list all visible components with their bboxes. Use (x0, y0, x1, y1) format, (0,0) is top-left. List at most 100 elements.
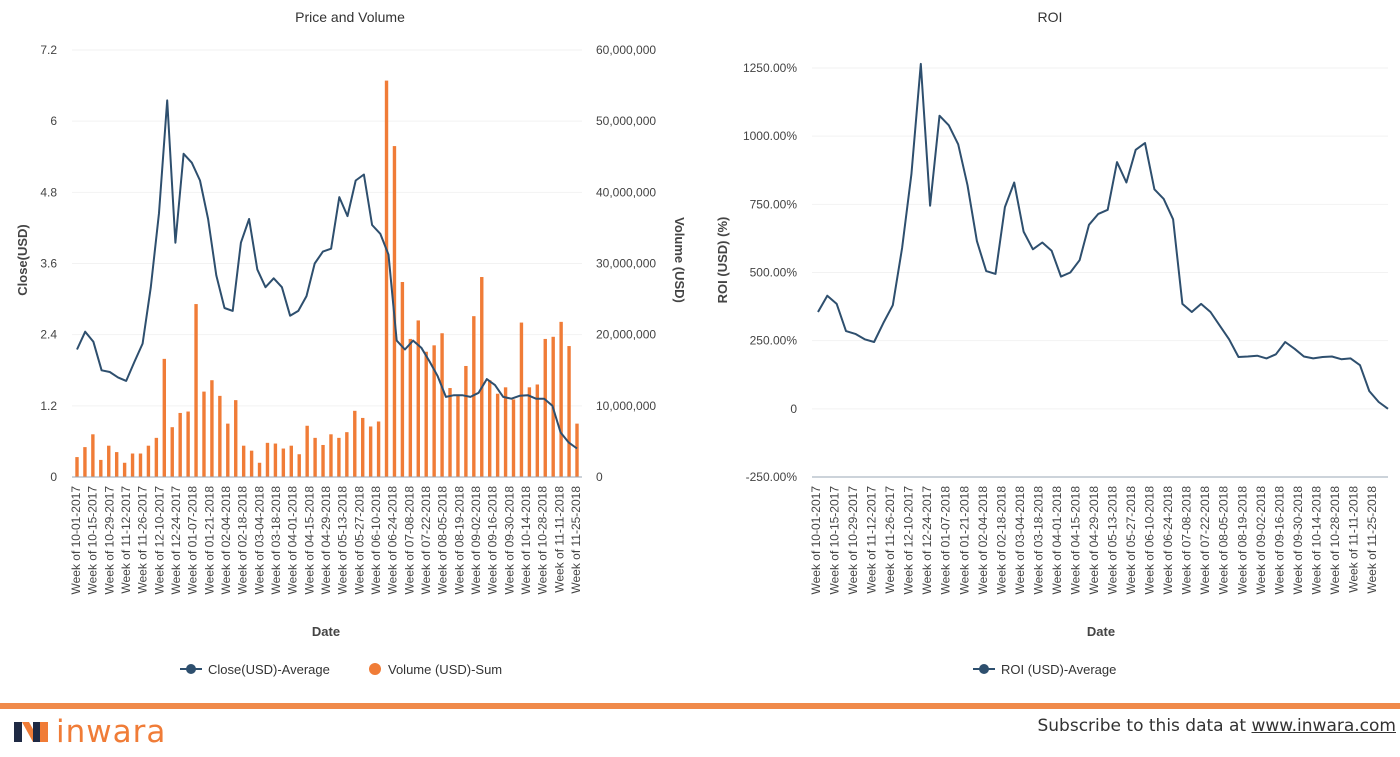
roi-tick-label: 0 (790, 402, 797, 416)
x-tick-label: Week of 06-10-2018 (1143, 486, 1157, 595)
inwara-mark-icon (14, 722, 48, 742)
volume-bar (75, 457, 79, 477)
x-tick-label: Week of 09-16-2018 (1272, 486, 1286, 595)
legend-item-roi[interactable]: ROI (USD)-Average (973, 662, 1116, 677)
volume-bar (456, 394, 460, 477)
x-tick-label: Week of 03-04-2018 (1013, 486, 1027, 595)
roi-x-axis-label: Date (1087, 624, 1115, 639)
volume-bar (194, 304, 198, 477)
x-tick-label: Week of 10-15-2017 (828, 486, 842, 595)
volume-bar (241, 445, 246, 477)
roi-tick-label: 500.00% (750, 266, 798, 280)
volume-bar (162, 358, 167, 477)
price-volume-legend[interactable]: Close(USD)-Average Volume (USD)-Sum (180, 662, 502, 677)
volume-bar (170, 427, 174, 477)
legend-dot-marker (369, 663, 381, 675)
x-tick-label: Week of 10-14-2018 (519, 486, 533, 595)
volume-bar (408, 338, 413, 477)
volume-bar (503, 387, 508, 477)
legend-dot-marker (186, 664, 196, 674)
volume-bar (202, 391, 206, 477)
roi-gridlines (812, 67, 1388, 410)
price-volume-chart: Price and Volume 0 1.2 2.4 3.6 4.8 6 7.2 0 10,0… (15, 9, 687, 677)
roi-legend[interactable]: ROI (USD)-Average (973, 662, 1116, 677)
x-tick-label: Week of 05-13-2018 (336, 486, 350, 595)
x-tick-label: Week of 11-26-2017 (883, 486, 897, 594)
brand-name: inwara (56, 714, 167, 750)
x-tick-label: Week of 11-12-2017 (119, 486, 133, 594)
volume-bar (535, 384, 540, 477)
volume-bar (376, 421, 381, 477)
subscribe-link[interactable]: www.inwara.com (1251, 716, 1397, 736)
legend-label-volume: Volume (USD)-Sum (388, 662, 502, 677)
close-tick-label: 1.2 (40, 399, 57, 413)
x-tick-label: Week of 12-24-2017 (169, 486, 183, 595)
volume-tick-label: 0 (596, 470, 603, 484)
footer-divider (0, 703, 1400, 709)
volume-bar (83, 447, 87, 477)
close-tick-label: 7.2 (40, 43, 57, 57)
volume-bar (265, 442, 270, 477)
volume-bar (273, 443, 278, 477)
x-tick-label: Week of 12-10-2017 (152, 486, 166, 595)
volume-bar (480, 277, 484, 477)
close-tick-label: 4.8 (40, 185, 57, 199)
x-tick-label: Week of 04-01-2018 (1050, 486, 1064, 595)
x-tick-label: Week of 03-04-2018 (252, 486, 266, 595)
volume-bar (234, 400, 238, 477)
volume-bar (416, 320, 420, 477)
x-tick-label: Week of 05-27-2018 (352, 486, 366, 595)
close-axis-ticks: 0 1.2 2.4 3.6 4.8 6 7.2 (40, 43, 57, 484)
price-volume-x-tick-labels: Week of 10-01-2017 Week of 10-15-2017 Week… (69, 486, 583, 595)
close-price-line (76, 99, 578, 450)
volume-bar (114, 452, 119, 477)
x-tick-label: Week of 01-07-2018 (186, 486, 200, 595)
volume-bar (178, 412, 182, 477)
x-tick-label: Week of 09-16-2018 (486, 486, 500, 595)
x-tick-label: Week of 04-15-2018 (302, 486, 316, 595)
x-tick-label: Week of 02-04-2018 (219, 486, 233, 595)
roi-tick-label: -250.00% (746, 470, 798, 484)
volume-bar (559, 321, 563, 477)
x-tick-label: Week of 01-21-2018 (202, 486, 216, 595)
volume-bar (361, 417, 365, 477)
volume-bar (99, 459, 103, 477)
volume-tick-label: 30,000,000 (596, 257, 656, 271)
volume-tick-label: 10,000,000 (596, 399, 656, 413)
legend-item-volume[interactable]: Volume (USD)-Sum (369, 662, 502, 677)
x-tick-label: Week of 08-05-2018 (436, 486, 450, 595)
volume-axis-ticks: 0 10,000,000 20,000,000 30,000,000 40,000,00… (596, 43, 656, 484)
volume-bar (345, 432, 349, 477)
x-tick-label: Week of 10-01-2017 (69, 486, 83, 595)
volume-bar (281, 448, 286, 477)
volume-axis-label: Volume (USD) (672, 217, 687, 303)
brand-logo[interactable]: inwara (14, 712, 166, 752)
legend-item-close[interactable]: Close(USD)-Average (180, 662, 330, 677)
x-tick-label: Week of 01-07-2018 (939, 486, 953, 595)
x-tick-label: Week of 11-11-2018 (552, 486, 566, 593)
x-tick-label: Week of 02-18-2018 (236, 486, 250, 595)
volume-tick-label: 50,000,000 (596, 114, 656, 128)
x-tick-label: Week of 05-27-2018 (1124, 486, 1138, 595)
roi-tick-label: 1250.00% (743, 61, 797, 75)
volume-bar (321, 444, 325, 477)
volume-tick-label: 60,000,000 (596, 43, 656, 57)
subscribe-note: Subscribe to this data at www.inwara.com (1037, 716, 1396, 736)
x-tick-label: Week of 10-15-2017 (86, 486, 100, 595)
volume-bar (464, 365, 468, 477)
x-tick-label: Week of 10-14-2018 (1309, 486, 1323, 595)
price-volume-x-axis-label: Date (312, 624, 340, 639)
x-tick-label: Week of 09-30-2018 (1291, 486, 1305, 595)
roi-title: ROI (1038, 9, 1063, 25)
x-tick-label: Week of 06-24-2018 (1161, 486, 1175, 595)
volume-bar (472, 316, 476, 477)
price-volume-title: Price and Volume (295, 9, 405, 25)
volume-bar (154, 437, 159, 477)
volume-bar (495, 393, 500, 477)
volume-tick-label: 40,000,000 (596, 185, 656, 199)
roi-line (817, 62, 1389, 410)
x-tick-label: Week of 11-12-2017 (865, 486, 879, 594)
x-tick-label: Week of 09-02-2018 (469, 486, 483, 595)
close-tick-label: 3.6 (40, 257, 57, 271)
volume-tick-label: 20,000,000 (596, 328, 656, 342)
